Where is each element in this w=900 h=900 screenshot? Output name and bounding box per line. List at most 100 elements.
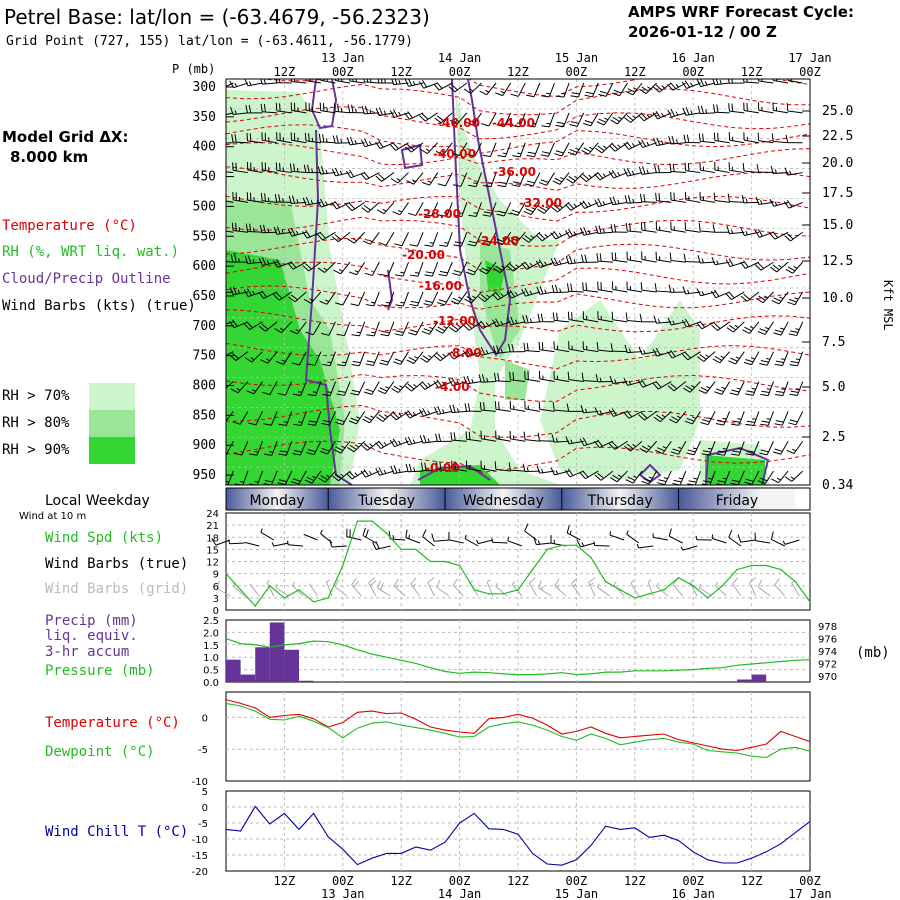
wind-barb-feather — [360, 139, 366, 147]
wind-barb-staff — [451, 410, 467, 414]
wind-barb-feather — [291, 581, 296, 586]
wind-barb-feather — [647, 445, 652, 448]
wind-barb-feather — [685, 107, 690, 115]
wind-barb-staff — [422, 440, 438, 444]
wind-barb-staff — [659, 82, 672, 93]
wind-barb-feather — [573, 203, 577, 208]
wind-barb-staff — [559, 172, 570, 185]
sounding-panel: -46.00 -44.00-40.00-36.00-32.00-28.00-24.… — [220, 78, 811, 486]
wind-barb-feather — [244, 255, 249, 264]
wind-barb — [275, 79, 292, 84]
wind-barb-feather — [220, 135, 222, 143]
wind-barb-feather — [452, 297, 461, 302]
wind-barb-feather — [708, 477, 713, 480]
wind-barb-feather — [321, 422, 330, 426]
wind-barb-staff — [375, 545, 391, 550]
wind-barb-feather — [384, 79, 386, 84]
wind-barb-feather — [700, 421, 709, 426]
wind-barb-feather — [745, 478, 754, 482]
wind-barb-feather — [746, 79, 748, 83]
wind-barb — [262, 381, 278, 396]
wind-barb — [580, 405, 599, 414]
wind-barb — [288, 291, 307, 303]
wind-barb-feather — [609, 145, 616, 152]
wind-barb-staff — [393, 82, 409, 86]
precip-bar — [299, 680, 314, 682]
wind-barb-feather — [759, 477, 768, 482]
wind-barb-staff — [759, 231, 774, 238]
wind-barb — [423, 202, 439, 217]
wind-barb-staff — [598, 289, 613, 293]
wind-barb — [408, 202, 424, 217]
wind-barb-feather — [375, 442, 382, 449]
wind-barb-feather — [608, 171, 614, 179]
wind-barb-staff — [641, 201, 657, 203]
wind-barb-true — [329, 539, 347, 548]
wind-barb — [389, 142, 409, 151]
wind-y-tick: 21 — [206, 521, 219, 532]
wind-barb — [331, 200, 351, 210]
wind-barb-feather — [561, 92, 566, 95]
wind-barb-feather — [308, 420, 317, 423]
wind-barb-staff — [778, 470, 789, 483]
wind-barb — [362, 411, 380, 424]
wind-barb-staff — [283, 351, 293, 365]
wind-barb-feather — [614, 252, 617, 261]
wind-barb-staff — [291, 201, 307, 204]
wind-barb-feather — [248, 105, 252, 114]
wind-barb-staff — [752, 441, 760, 456]
wind-barb-staff — [460, 232, 468, 247]
wind-barb-true — [533, 536, 552, 546]
wind-barb-staff — [568, 290, 584, 293]
wind-barb-staff — [233, 199, 248, 203]
wind-barb-feather — [380, 582, 384, 591]
wind-barb-staff — [641, 289, 657, 293]
wind-barb-feather — [774, 423, 783, 426]
wind-barb-feather — [744, 326, 752, 332]
wind-barb-feather — [581, 149, 589, 155]
wind-barb-feather — [327, 361, 332, 364]
wind-speed-point — [298, 588, 300, 591]
wind-barb — [683, 253, 701, 263]
wind-barb-feather — [745, 230, 748, 235]
wind-barb-staff — [251, 351, 263, 363]
wind-speed-point — [444, 560, 446, 563]
wind-barb-feather — [453, 432, 456, 441]
wind-barb — [232, 411, 249, 425]
wind-barb-feather — [585, 282, 588, 291]
wind-barb-staff — [320, 141, 336, 144]
wind-barb-feather — [566, 283, 570, 292]
wind-barb-feather — [553, 230, 560, 238]
wind-barb-feather — [582, 470, 589, 478]
wind-barb-staff — [796, 321, 804, 336]
wind-barb — [682, 107, 701, 116]
wind-barb-feather — [481, 242, 490, 246]
wind-barb-staff — [239, 411, 249, 425]
wind-barb-feather — [360, 444, 368, 451]
wind-barbs-true-label: Wind Barbs (true) — [45, 556, 188, 572]
wind-barb-feather — [378, 173, 385, 180]
top-date-tick: 15 Jan — [555, 51, 598, 65]
wind-barb-feather — [597, 439, 603, 447]
wind-barb-feather — [293, 449, 302, 453]
wind-barb — [406, 351, 424, 364]
wind-speed-point — [677, 576, 680, 579]
wind-barb-staff — [285, 381, 293, 396]
wind-barb-staff — [241, 441, 249, 456]
wind-barb-staff — [481, 438, 497, 442]
wind-barb-feather — [728, 324, 737, 331]
wind-barb-staff — [338, 231, 351, 243]
wind-barb-feather — [351, 334, 360, 337]
wind-barb-feather — [340, 138, 343, 144]
bottom-time-tick: 00Z — [332, 874, 354, 888]
wind-barb-feather — [316, 233, 324, 241]
wind-barb-feather — [683, 387, 691, 393]
wind-barb — [506, 261, 526, 272]
wind-barb-staff — [387, 261, 395, 277]
wind-y-tick: 18 — [206, 533, 219, 544]
wind-barb-feather — [612, 196, 617, 205]
wind-y-tick: 15 — [206, 545, 219, 556]
wind-barb-staff — [755, 540, 771, 544]
wind-barb-staff — [262, 139, 278, 144]
